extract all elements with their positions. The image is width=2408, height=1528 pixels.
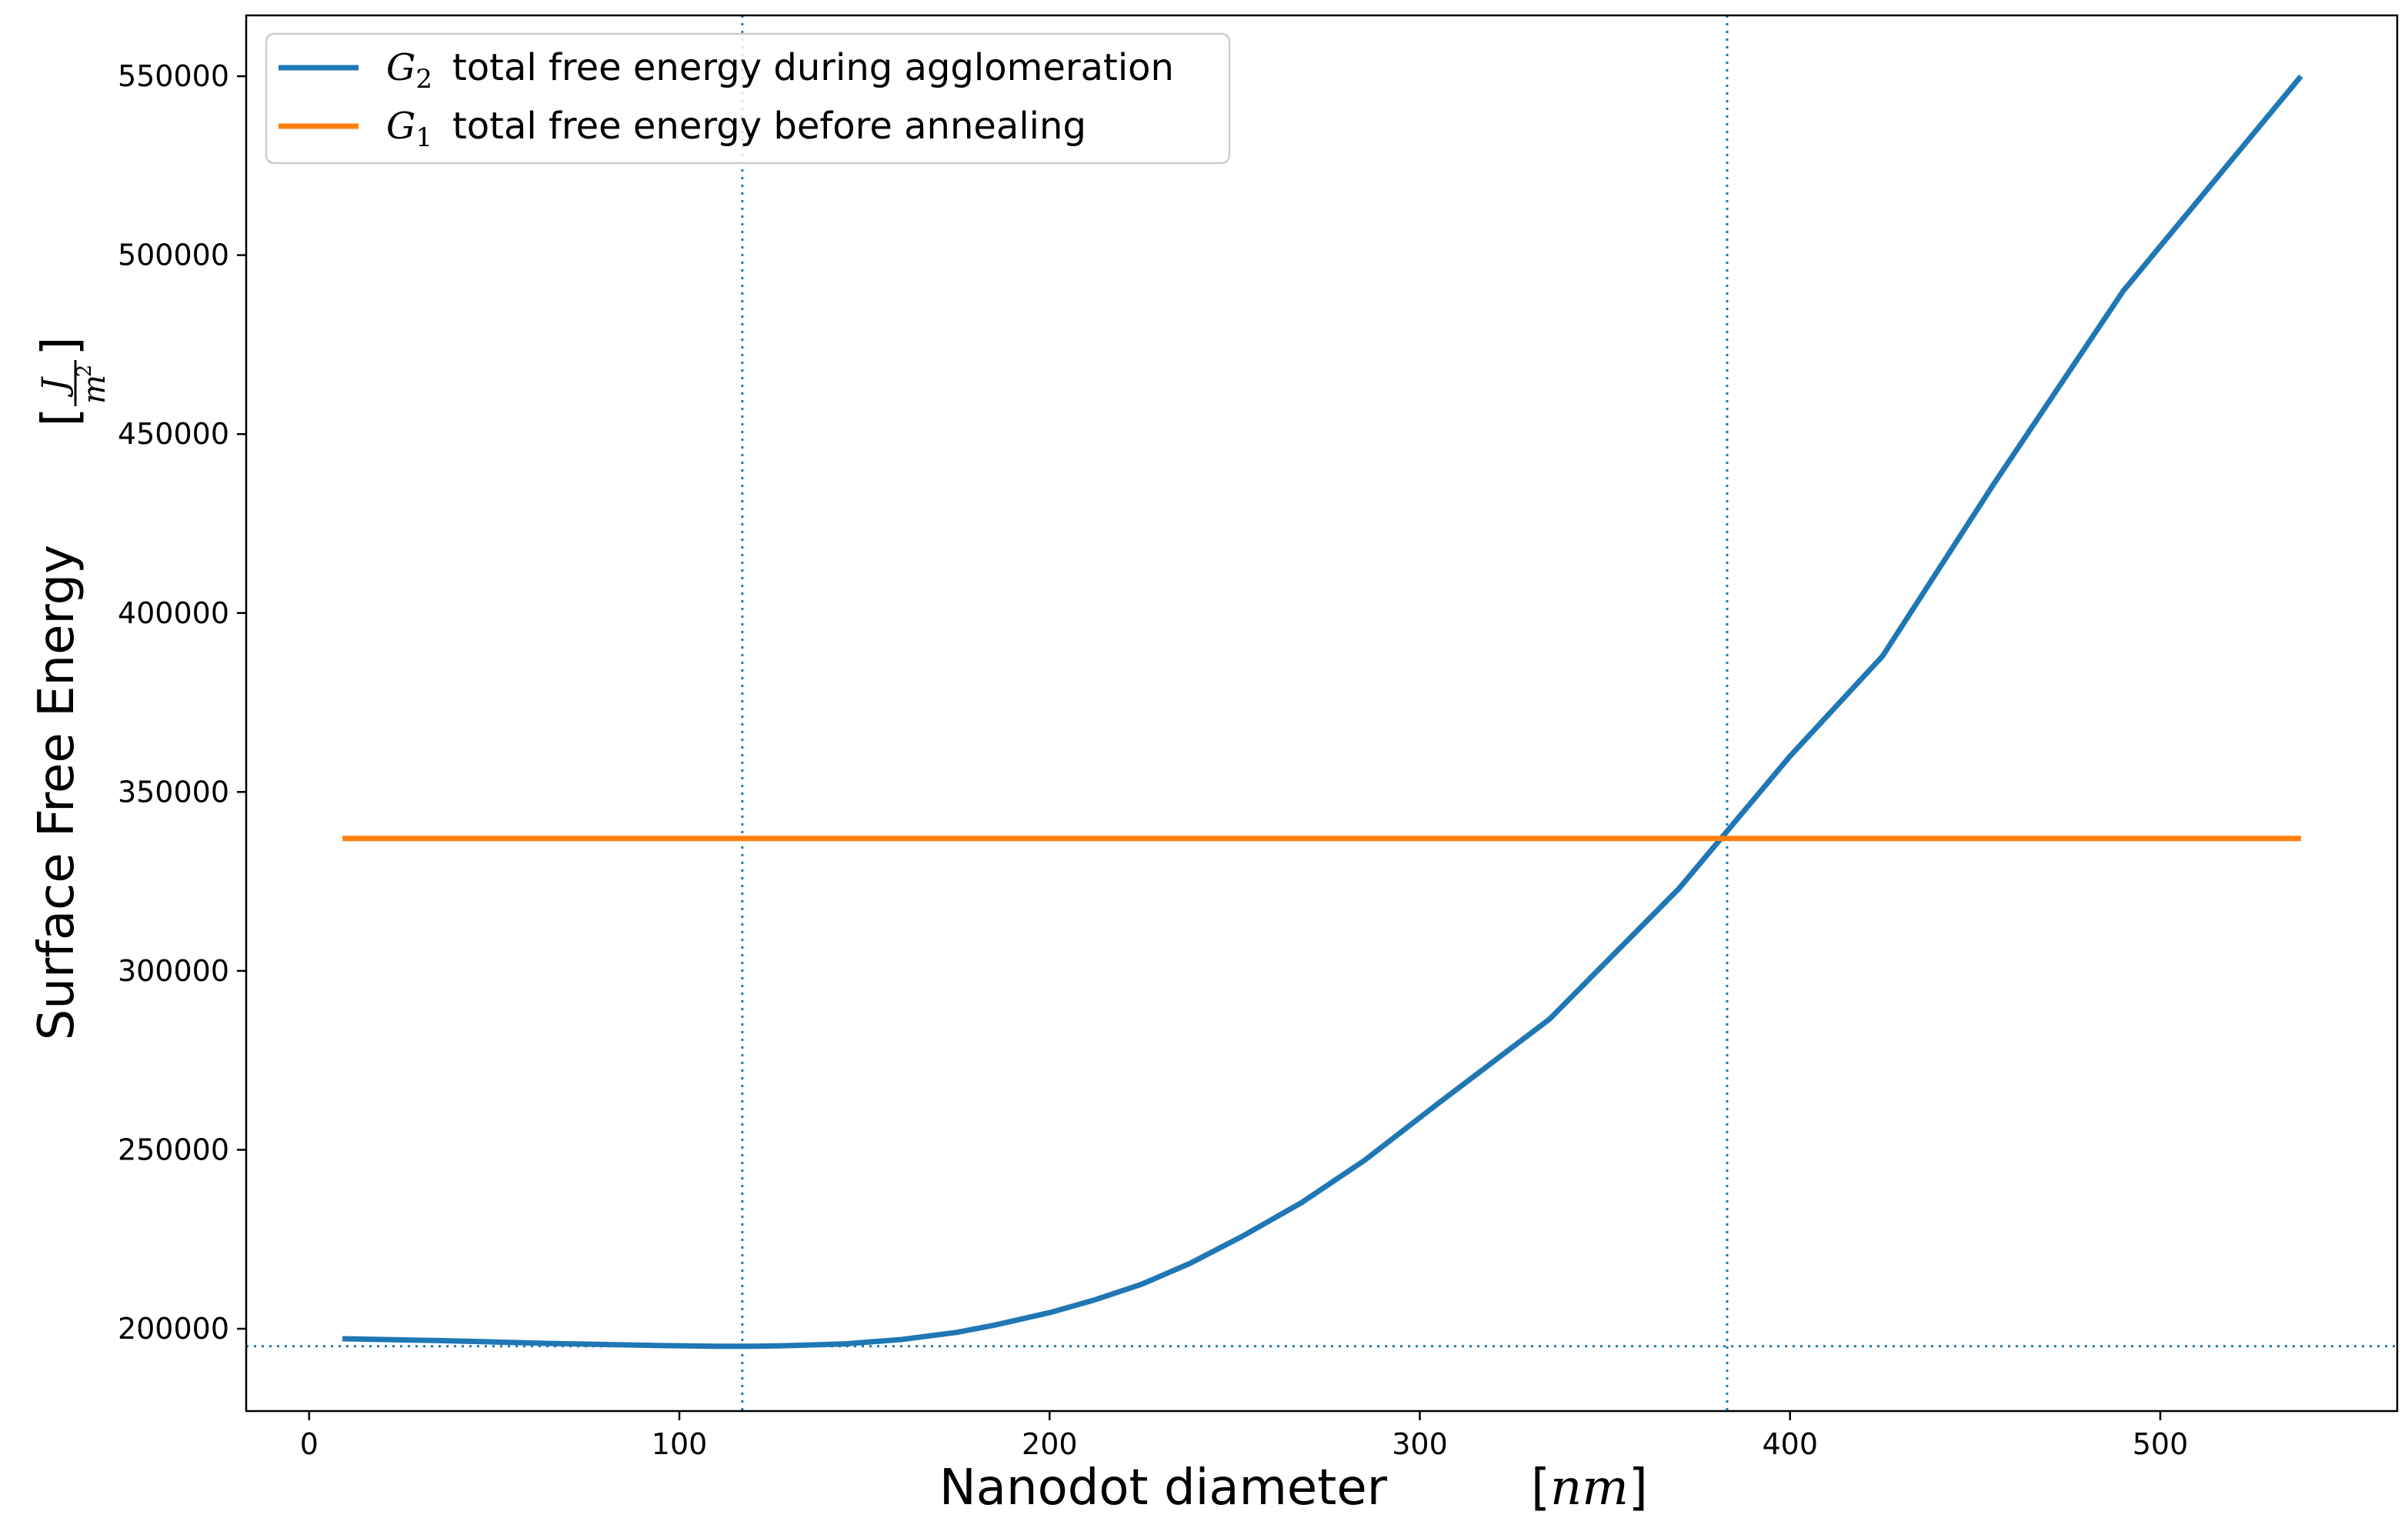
svg-text:J: J: [35, 376, 75, 398]
x-tick-label: 200: [1022, 1427, 1078, 1461]
legend-box: [265, 32, 1231, 165]
legend: G2 total free energy during agglomeration…: [265, 32, 1231, 165]
x-tick-label: 100: [652, 1427, 708, 1461]
y-axis-title: Surface Free Energy: [28, 545, 85, 1040]
reference-lines: [246, 15, 2397, 1411]
plot-frame: [245, 14, 2399, 1413]
legend-item-g1: G1 total free energy before annealing: [278, 105, 1086, 153]
x-tick-label: 400: [1763, 1427, 1819, 1461]
x-tick-label: 300: [1392, 1427, 1448, 1461]
x-tick-label: 0: [300, 1427, 319, 1461]
y-tick-label: 300000: [118, 954, 229, 988]
svg-text:]: ]: [32, 337, 89, 356]
legend-label-g1: total free energy before annealing: [452, 105, 1086, 148]
y-axis-title-group: Surface Free Energy: [28, 545, 85, 1040]
svg-text:m: m: [77, 375, 112, 404]
x-tick-label: 500: [2133, 1427, 2189, 1461]
y-tick-label: 500000: [118, 239, 229, 272]
legend-item-g2: G2 total free energy during agglomeration: [278, 46, 1174, 95]
series-line-g2: [342, 74, 2303, 1350]
x-axis-ticks: 0 100 200 300 400 500: [300, 1411, 2189, 1461]
y-tick-label: 400000: [118, 596, 229, 630]
legend-label-g2: total free energy during agglomeration: [452, 46, 1174, 89]
y-tick-label: 250000: [118, 1133, 229, 1166]
x-axis-title: Nanodot diameter: [939, 1460, 1388, 1516]
y-axis-ticks: 200000 250000 300000 350000 400000 450000 5000…: [118, 59, 246, 1346]
y-tick-label: 450000: [118, 417, 229, 451]
svg-text:2: 2: [73, 365, 96, 378]
svg-text:[: [: [32, 408, 89, 427]
y-tick-label: 550000: [118, 59, 229, 93]
series-lines: [342, 74, 2303, 1350]
y-tick-label: 200000: [118, 1312, 229, 1346]
y-tick-label: 350000: [118, 775, 229, 809]
x-axis-unit: [nm]: [1531, 1460, 1648, 1516]
y-axis-unit: [ J m 2 ]: [32, 337, 112, 427]
